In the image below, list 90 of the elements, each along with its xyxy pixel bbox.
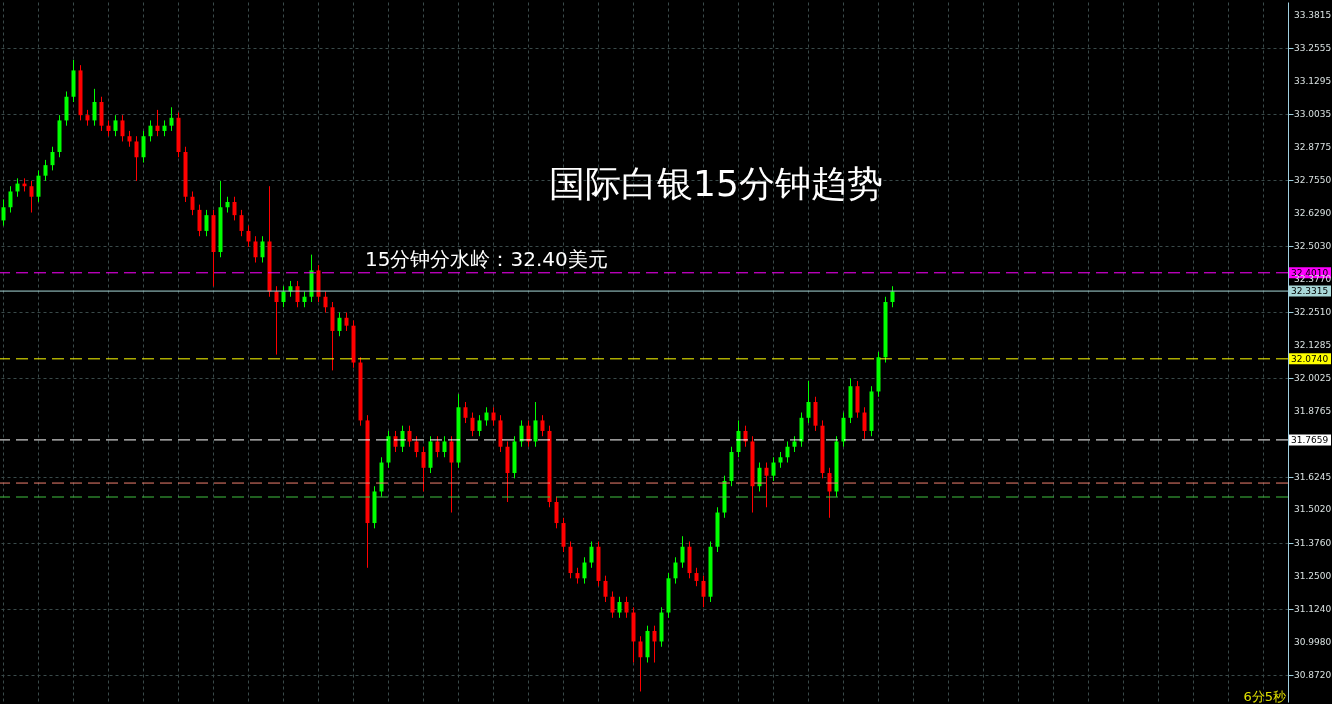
- candlestick: [204, 209, 209, 237]
- candlestick: [533, 401, 538, 448]
- candlestick: [652, 625, 657, 664]
- y-tick-label: 33.2555: [1294, 42, 1332, 53]
- candlestick: [113, 114, 118, 137]
- y-tick-label: 31.3760: [1294, 537, 1332, 548]
- candlestick: [64, 90, 69, 127]
- candlestick: [155, 109, 160, 137]
- candlestick: [477, 414, 482, 437]
- candlestick: [442, 435, 447, 458]
- ref-line-label: 31.7659: [1291, 434, 1329, 445]
- candlestick: [673, 556, 678, 585]
- candlestick: [638, 635, 643, 692]
- candlestick: [554, 496, 559, 529]
- candlestick: [43, 159, 48, 182]
- candlestick: [330, 301, 335, 371]
- candlestick: [246, 225, 251, 248]
- annotation: 15分钟分水岭：32.40美元: [365, 247, 608, 272]
- candlestick: [120, 114, 125, 142]
- candlestick: [785, 440, 790, 464]
- candlestick: [449, 435, 454, 514]
- ref-line-label: 32.0740: [1291, 353, 1329, 364]
- candlestick: [337, 312, 342, 337]
- candlestick: [134, 135, 139, 182]
- text: 国际白银15分钟趋势: [549, 163, 883, 204]
- candlestick: [36, 169, 41, 203]
- annotation: 6分5秒: [1243, 689, 1286, 704]
- y-tick-label: 32.2510: [1294, 307, 1332, 318]
- candlestick: [141, 130, 146, 164]
- candlestick: [197, 204, 202, 237]
- candlestick: [582, 556, 587, 585]
- candlestick: [253, 235, 258, 264]
- candlestick: [624, 596, 629, 619]
- candlestick: [239, 209, 244, 237]
- candlestick: [274, 285, 279, 356]
- candlestick: [99, 96, 104, 132]
- candlestick: [603, 575, 608, 603]
- candlestick: [344, 312, 349, 332]
- candlestick: [540, 414, 545, 437]
- candlestick: [50, 146, 55, 171]
- y-tick-label: 32.7550: [1294, 174, 1332, 185]
- y-tick-label: 33.1295: [1294, 76, 1332, 87]
- candlestick: [1, 198, 6, 227]
- candlestick: [463, 401, 468, 424]
- candlestick: [799, 412, 804, 448]
- candlestick: [323, 290, 328, 314]
- y-tick-label: 32.8775: [1294, 142, 1332, 153]
- candlestick: [260, 235, 265, 264]
- candlestick: [8, 185, 13, 214]
- candlestick: [414, 435, 419, 458]
- candlestick: [610, 590, 615, 619]
- candlestick: [862, 406, 867, 440]
- y-tick-label: 32.5030: [1294, 240, 1332, 251]
- candlestick: [694, 567, 699, 587]
- candlestick: [617, 596, 622, 619]
- candlestick: [407, 425, 412, 448]
- candlestick: [29, 180, 34, 214]
- y-tick-label: 30.8720: [1294, 670, 1332, 681]
- ref-line-label: 32.3315: [1291, 286, 1329, 297]
- candlestick: [470, 412, 475, 437]
- candlestick: [435, 435, 440, 458]
- y-tick-label: 31.6245: [1294, 472, 1332, 483]
- candlestick: [806, 380, 811, 424]
- candlestick: [841, 412, 846, 448]
- y-tick-label: 33.0035: [1294, 109, 1332, 120]
- candlestick: [421, 446, 426, 492]
- candlestick: [890, 285, 895, 308]
- y-tick-label: 32.6290: [1294, 207, 1332, 218]
- y-tick-label: 31.1240: [1294, 603, 1332, 614]
- candlestick: [680, 535, 685, 569]
- candlestick: [701, 575, 706, 608]
- y-tick-label: 32.0025: [1294, 372, 1332, 383]
- y-tick-label: 32.1285: [1294, 339, 1332, 350]
- y-tick-label: 31.5020: [1294, 504, 1332, 515]
- candlestick: [736, 419, 741, 458]
- candlestick: [764, 462, 769, 508]
- candlestick: [281, 285, 286, 308]
- y-tick-label: 31.8765: [1294, 405, 1332, 416]
- candlestick: [232, 196, 237, 221]
- candlestick: [771, 456, 776, 482]
- candlestick: [92, 88, 97, 127]
- y-tick-label: 30.9980: [1294, 637, 1332, 647]
- candlestick: [589, 540, 594, 569]
- candlestick: [190, 190, 195, 216]
- candlestick: [148, 119, 153, 142]
- y-tick-label: 33.3815: [1294, 9, 1332, 20]
- candlestick: [813, 396, 818, 432]
- candlestick: [169, 106, 174, 132]
- candlestick: [561, 517, 566, 553]
- y-tick-label: 31.2500: [1294, 570, 1332, 581]
